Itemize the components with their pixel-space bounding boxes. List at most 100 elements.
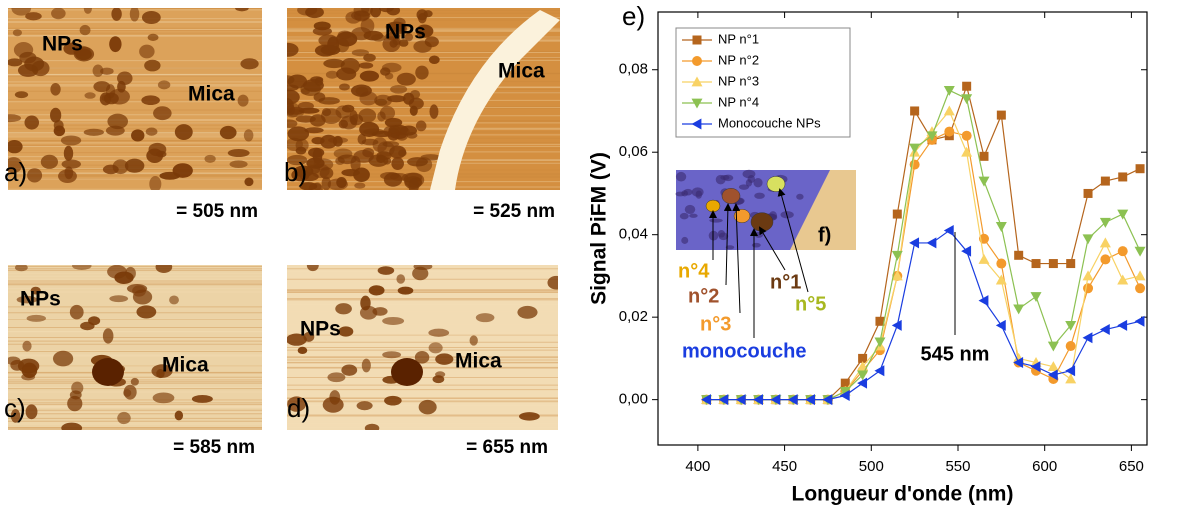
nanoparticle bbox=[380, 67, 391, 76]
marker bbox=[891, 250, 903, 261]
nanoparticle bbox=[351, 49, 369, 57]
nanoparticle bbox=[61, 159, 81, 169]
legend-marker bbox=[691, 76, 703, 87]
marker bbox=[1117, 246, 1128, 257]
marker bbox=[943, 225, 954, 237]
nanoparticle bbox=[372, 307, 388, 316]
marker bbox=[1030, 361, 1041, 373]
nanoparticle bbox=[50, 107, 62, 123]
nanoparticle bbox=[25, 12, 42, 21]
marker bbox=[770, 394, 781, 406]
nanoparticle bbox=[409, 105, 418, 116]
nanoparticle bbox=[69, 304, 84, 320]
marker bbox=[910, 106, 920, 116]
nanoparticle bbox=[396, 72, 416, 86]
afm-texture bbox=[287, 265, 558, 430]
nanoparticle bbox=[358, 108, 377, 123]
nanoparticle bbox=[149, 176, 162, 190]
inset-particle bbox=[679, 212, 689, 220]
inset-image bbox=[675, 169, 856, 250]
nanoparticle bbox=[435, 353, 454, 365]
marker bbox=[1066, 259, 1076, 269]
marker bbox=[839, 390, 850, 402]
nanoparticle bbox=[384, 395, 402, 406]
nanoparticle bbox=[353, 149, 374, 163]
nanoparticle bbox=[327, 372, 346, 383]
nanoparticle bbox=[27, 168, 43, 183]
nanoparticle bbox=[117, 80, 126, 93]
nanoparticle bbox=[397, 286, 414, 295]
marker bbox=[943, 85, 955, 96]
nanoparticle bbox=[126, 284, 148, 294]
afm-texture bbox=[8, 8, 262, 190]
nanoparticle bbox=[354, 182, 366, 189]
big-particle bbox=[391, 358, 423, 386]
marker bbox=[1134, 270, 1146, 281]
nanoparticle bbox=[8, 114, 22, 123]
inset-particle bbox=[725, 245, 735, 250]
nanoparticle bbox=[107, 113, 128, 130]
nanoparticle bbox=[406, 132, 418, 139]
nanoparticle bbox=[297, 8, 318, 16]
inset-dot bbox=[750, 212, 774, 232]
legend-label: NP n°4 bbox=[718, 94, 759, 109]
legend-marker bbox=[692, 56, 702, 66]
nanoparticle bbox=[288, 106, 305, 115]
nanoparticle bbox=[387, 95, 406, 103]
x-tick-label: 650 bbox=[1119, 458, 1144, 475]
marker bbox=[1047, 369, 1058, 381]
marker bbox=[857, 377, 868, 389]
nanoparticle bbox=[24, 115, 40, 130]
nanoparticle bbox=[26, 314, 47, 322]
marker bbox=[995, 222, 1007, 232]
nanoparticle bbox=[341, 364, 358, 376]
inset-particle bbox=[718, 232, 729, 241]
nanoparticle bbox=[391, 157, 404, 170]
x-tick-label: 550 bbox=[945, 458, 970, 475]
nanoparticle bbox=[109, 36, 122, 53]
nanoparticle bbox=[375, 98, 388, 106]
marker bbox=[995, 319, 1006, 331]
nanoparticle bbox=[146, 148, 164, 164]
annotation-arrow bbox=[777, 188, 809, 293]
nanoparticle bbox=[428, 328, 450, 337]
nanoparticle bbox=[237, 94, 249, 107]
nanoparticle bbox=[424, 36, 439, 48]
nanoparticle bbox=[310, 76, 324, 83]
nanoparticle bbox=[204, 154, 216, 163]
x-tick-label: 600 bbox=[1032, 458, 1057, 475]
nanoparticle bbox=[340, 115, 358, 130]
marker bbox=[1048, 259, 1058, 269]
marker bbox=[1082, 332, 1093, 344]
panel-label: b) bbox=[284, 157, 307, 187]
y-axis-label: Signal PiFM (V) bbox=[588, 152, 611, 305]
marker bbox=[1065, 365, 1076, 377]
nanoparticle bbox=[321, 176, 331, 190]
nanoparticle bbox=[287, 154, 308, 166]
marker bbox=[1047, 361, 1059, 372]
nanoparticle bbox=[8, 58, 23, 67]
marker bbox=[962, 81, 972, 91]
nanoparticle bbox=[353, 10, 370, 22]
nanoparticle bbox=[320, 134, 338, 149]
annotation: monocouche bbox=[682, 340, 806, 362]
nanoparticle bbox=[72, 265, 92, 271]
nanoparticle bbox=[144, 59, 161, 72]
marker bbox=[909, 237, 920, 249]
nanoparticle bbox=[304, 127, 324, 134]
nanoparticle bbox=[363, 30, 384, 41]
nanoparticle bbox=[322, 396, 344, 413]
nanoparticle bbox=[415, 157, 433, 173]
nanoparticle bbox=[8, 356, 21, 365]
nanoparticle bbox=[429, 104, 439, 119]
nanoparticle bbox=[390, 132, 407, 139]
nanoparticle bbox=[75, 48, 92, 61]
legend-label: NP n°2 bbox=[718, 52, 759, 67]
legend-marker bbox=[691, 118, 702, 130]
annotation-arrow bbox=[758, 226, 786, 271]
marker bbox=[944, 126, 955, 137]
nanoparticle bbox=[417, 13, 427, 24]
annotation: n°3 bbox=[700, 313, 731, 335]
marker bbox=[943, 105, 955, 116]
nanoparticle bbox=[299, 172, 319, 182]
